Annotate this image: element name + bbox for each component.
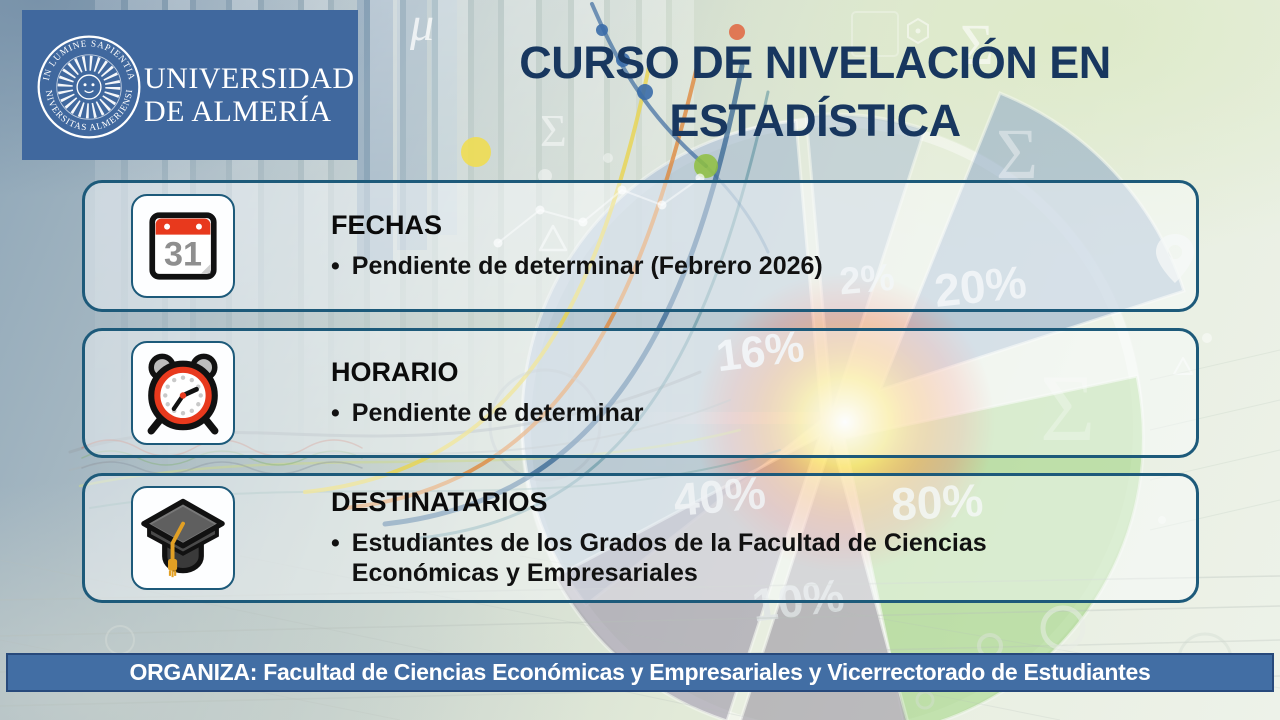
bullet-marker: • <box>331 252 340 280</box>
percent-label: 80% <box>890 474 985 531</box>
card-bullet-text: Pendiente de determinar <box>351 399 644 427</box>
hexagon-icon <box>907 17 929 45</box>
sigma-symbol: Σ <box>960 12 994 77</box>
university-logo: IN LUMINE SAPIENTIA VNIVERSITAS ALMERIEN… <box>22 10 358 160</box>
page-title: CURSO DE NIVELACIÓN EN ESTADÍSTICA <box>370 34 1260 150</box>
card-content: HORARIO • Pendiente de determinar <box>331 358 1111 428</box>
mu-symbol: μ <box>409 0 434 51</box>
card-heading: FECHAS <box>331 210 443 240</box>
card-bullet-text: Estudiantes de los Grados de la Facultad… <box>351 529 987 587</box>
bullet-marker: • <box>331 399 340 427</box>
title-line1: CURSO DE NIVELACIÓN EN <box>519 37 1111 88</box>
card-content: DESTINATARIOS • Estudiantes de los Grado… <box>331 488 1111 588</box>
background-scatter-dots <box>461 24 745 178</box>
alarm-clock-icon <box>131 341 235 445</box>
triangle-icon <box>1173 357 1193 375</box>
university-name: UNIVERSIDAD DE ALMERÍA <box>144 62 355 128</box>
card-destinatarios: DESTINATARIOS • Estudiantes de los Grado… <box>82 473 1199 603</box>
card-bullet: • Pendiente de determinar <box>331 398 1111 428</box>
university-name-line2: DE ALMERÍA <box>144 95 332 128</box>
organizer-bar: ORGANIZA: Facultad de Ciencias Económica… <box>6 653 1274 692</box>
calendar-icon: 31 <box>131 194 235 298</box>
percent-label: 2% <box>838 257 896 304</box>
card-bullet-text: Pendiente de determinar (Febrero 2026) <box>351 252 823 280</box>
university-name-line1: UNIVERSIDAD <box>144 62 355 95</box>
percent-label: 20% <box>932 255 1029 316</box>
triangle-icon <box>538 224 568 252</box>
card-heading: DESTINATARIOS <box>331 487 548 517</box>
title-line2: ESTADÍSTICA <box>669 95 961 146</box>
background-pie-chart <box>520 91 1186 720</box>
card-heading: HORARIO <box>331 357 459 387</box>
card-horario: HORARIO • Pendiente de determinar <box>82 328 1199 458</box>
card-bullet: • Estudiantes de los Grados de la Facult… <box>331 528 1111 588</box>
background-network <box>488 11 1212 524</box>
card-bullet: • Pendiente de determinar (Febrero 2026) <box>331 251 1111 281</box>
location-pin-icon <box>1156 234 1194 283</box>
card-content: FECHAS • Pendiente de determinar (Febrer… <box>331 211 1111 281</box>
sigma-symbol: Σ <box>1040 355 1095 461</box>
university-seal-icon: IN LUMINE SAPIENTIA VNIVERSITAS ALMERIEN… <box>36 34 141 139</box>
calendar-day-number: 31 <box>164 235 202 273</box>
bullet-marker: • <box>331 529 340 557</box>
sigma-symbol: Σ <box>540 105 567 156</box>
background-math-symbols: μ Σ Σ Σ Σ <box>409 0 1095 461</box>
percent-label: 16% <box>714 322 807 381</box>
organizer-text: ORGANIZA: Facultad de Ciencias Económica… <box>129 659 1151 685</box>
percent-label: 40% <box>671 466 767 526</box>
graduation-cap-icon <box>131 486 235 590</box>
card-fechas: 31 FECHAS • Pendiente de determinar (Feb… <box>82 180 1199 312</box>
